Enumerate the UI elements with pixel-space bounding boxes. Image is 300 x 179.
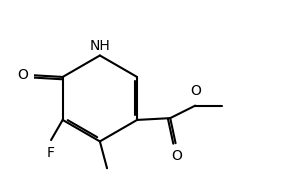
Text: O: O: [171, 149, 182, 163]
Text: F: F: [47, 146, 55, 160]
Text: O: O: [17, 68, 28, 82]
Text: NH: NH: [89, 39, 110, 53]
Text: O: O: [190, 84, 201, 98]
